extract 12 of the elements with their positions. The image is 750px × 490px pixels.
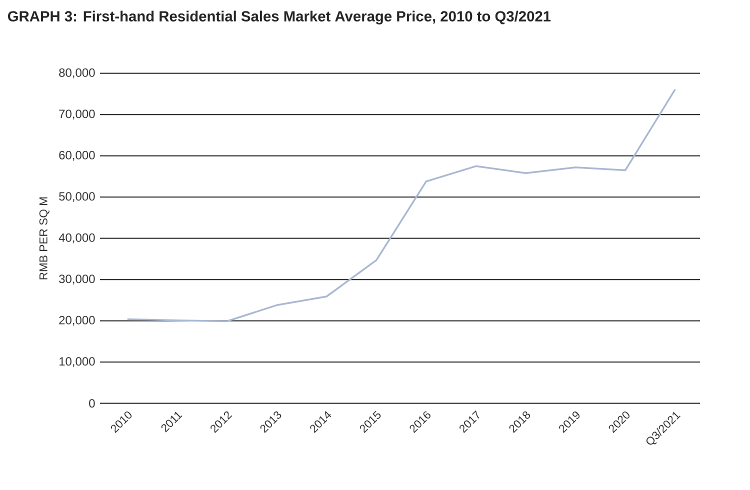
y-tick-label: 60,000 (59, 150, 95, 161)
y-tick-label: 10,000 (60, 357, 95, 368)
y-axis-title: RMB PER SQ M (39, 197, 50, 280)
y-tick-label: 40,000 (58, 233, 95, 244)
y-tick-label: 20,000 (59, 316, 95, 326)
line-series (126, 88, 676, 322)
y-tick-label: 80,000 (59, 68, 95, 78)
y-tick-label: 30,000 (59, 274, 95, 285)
y-tick-label: 70,000 (59, 110, 95, 120)
y-tick-label: 0 (89, 399, 95, 408)
chart-title: GRAPH 3: First-hand Residential Sales Market Average Price, 2010 to Q3/2021 (8, 10, 551, 24)
y-tick-label: 50,000 (59, 192, 95, 202)
